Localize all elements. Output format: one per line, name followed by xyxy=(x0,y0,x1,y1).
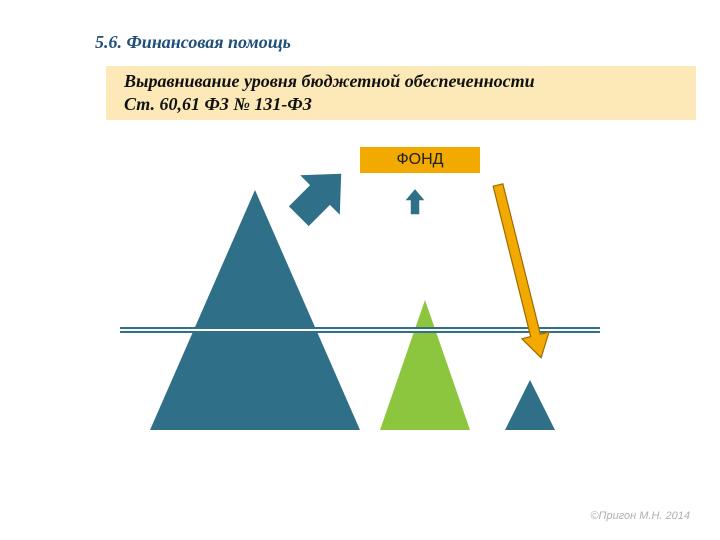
arrow-small-up xyxy=(404,188,426,215)
arrow-big-up xyxy=(279,154,361,236)
triangle-small xyxy=(505,380,555,430)
triangle-large xyxy=(150,190,360,430)
arrow-down xyxy=(484,182,554,361)
copyright: ©Пригон М.Н. 2014 xyxy=(590,510,690,522)
slide: 5.6. Финансовая помощь Выравнивание уров… xyxy=(0,0,720,540)
triangle-medium xyxy=(380,300,470,430)
diagram-svg xyxy=(0,0,720,540)
